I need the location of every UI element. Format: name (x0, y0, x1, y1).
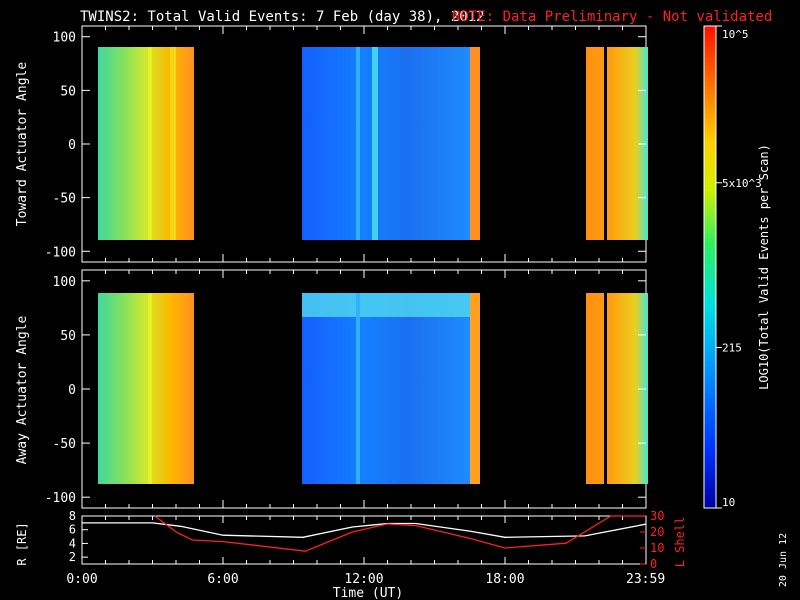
data-block-left (98, 47, 194, 240)
x-tick-label: 6:00 (207, 572, 238, 587)
stripe (470, 47, 480, 240)
away-panel: Away Actuator Angle 100 50 0 -50 -100 (15, 269, 648, 509)
r-tick-label: 8 (69, 509, 76, 523)
data-block-middle (302, 293, 480, 484)
stripe (470, 293, 480, 484)
r-axis-label: R [RE] (15, 522, 29, 565)
l-shell-axis-label: L Shell (673, 517, 687, 568)
y-tick-label: -100 (45, 491, 76, 506)
away-ylabel: Away Actuator Angle (15, 315, 30, 464)
stripe (356, 293, 360, 484)
preliminary-note: NOTE: Data Preliminary - Not validated (452, 9, 772, 25)
stripe (170, 47, 176, 240)
y-tick-label: 50 (60, 329, 76, 344)
l-shell-line (154, 515, 646, 552)
stripe (148, 293, 152, 484)
colorbar-tick-label: 10 (722, 496, 735, 509)
data-block-left (98, 293, 194, 484)
colorbar-tick-label: 215 (722, 341, 742, 354)
generation-date: 20 Jun 12 (778, 533, 789, 587)
toward-ylabel: Toward Actuator Angle (15, 62, 30, 227)
stripe (372, 47, 378, 240)
r-tick-label: 4 (69, 536, 76, 550)
y-tick-label: 50 (60, 84, 76, 99)
stripe (604, 293, 607, 484)
data-block-right (586, 47, 648, 240)
y-tick-label: -50 (53, 437, 76, 452)
l-shell-tick-label: 30 (650, 509, 664, 523)
colorbar-tick-label: 10^5 (722, 28, 749, 41)
data-block-middle (302, 47, 480, 240)
y-tick-label: 100 (53, 31, 76, 46)
x-axis-label: Time (UT) (333, 586, 403, 600)
colorbar: LOG10(Total Valid Events per Scan) 10 215… (703, 25, 771, 509)
stripe (356, 47, 360, 240)
colorbar-tick-label: 5x10^3 (722, 177, 762, 190)
x-tick-label: 0:00 (66, 572, 97, 587)
y-tick-label: -100 (45, 245, 76, 260)
x-tick-label: 18:00 (485, 572, 524, 587)
y-tick-label: 0 (68, 383, 76, 398)
stripe (604, 47, 607, 240)
y-tick-label: 0 (68, 138, 76, 153)
l-shell-tick-label: 0 (650, 557, 657, 571)
colorbar-label: LOG10(Total Valid Events per Scan) (757, 144, 771, 390)
x-tick-label: 23:59 (626, 572, 665, 587)
y-tick-label: -50 (53, 192, 76, 207)
stripe (148, 47, 152, 240)
l-shell-tick-label: 10 (650, 541, 664, 555)
data-block-top-band (302, 293, 472, 317)
y-tick-label: 100 (53, 275, 76, 290)
toward-panel: Toward Actuator Angle 100 50 0 -50 -100 (15, 25, 648, 263)
r-distance-line (82, 522, 646, 538)
r-tick-label: 6 (69, 523, 76, 537)
r-tick-label: 2 (69, 550, 76, 564)
plot-title: TWINS2: Total Valid Events: 7 Feb (day 3… (80, 9, 485, 25)
data-block-right (586, 293, 648, 484)
l-shell-tick-label: 20 (650, 525, 664, 539)
x-tick-label: 12:00 (344, 572, 383, 587)
